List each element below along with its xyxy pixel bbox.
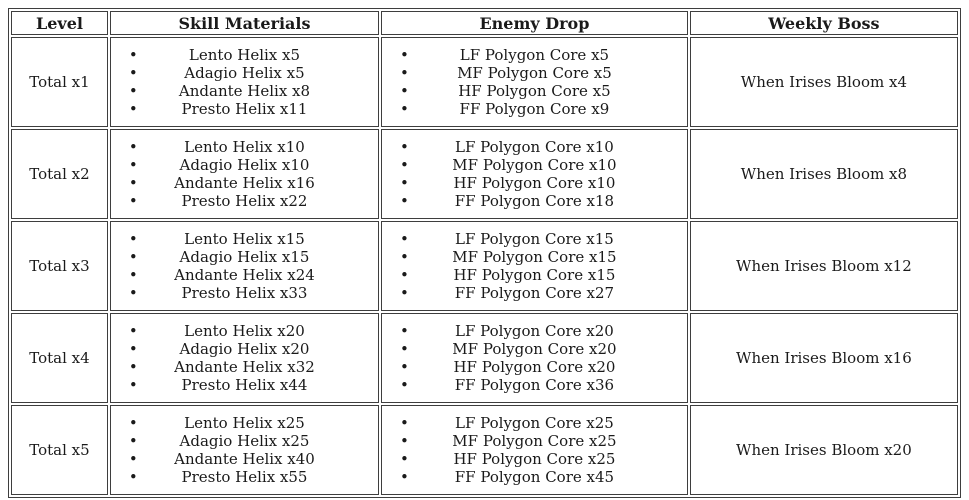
list-item: Adagio Helix x5 bbox=[113, 64, 376, 82]
table-row: Total x5 Lento Helix x25 Adagio Helix x2… bbox=[11, 405, 958, 495]
list-item: Andante Helix x40 bbox=[113, 450, 376, 468]
list-item: Presto Helix x33 bbox=[113, 284, 376, 302]
level-cell: Total x3 bbox=[11, 221, 108, 311]
enemy-drop-cell: LF Polygon Core x10 MF Polygon Core x10 … bbox=[381, 129, 688, 219]
table-row: Total x4 Lento Helix x20 Adagio Helix x2… bbox=[11, 313, 958, 403]
list-item: Adagio Helix x25 bbox=[113, 432, 376, 450]
column-header-level: Level bbox=[11, 11, 108, 35]
weekly-boss-cell: When Irises Bloom x12 bbox=[689, 221, 958, 311]
list-item: Andante Helix x24 bbox=[113, 266, 376, 284]
list-item: LF Polygon Core x15 bbox=[384, 230, 685, 248]
list-item: HF Polygon Core x10 bbox=[384, 174, 685, 192]
column-header-enemy-drop: Enemy Drop bbox=[381, 11, 688, 35]
skill-materials-cell: Lento Helix x25 Adagio Helix x25 Andante… bbox=[109, 405, 380, 495]
list-item: Presto Helix x22 bbox=[113, 192, 376, 210]
column-header-weekly-boss: Weekly Boss bbox=[689, 11, 958, 35]
list-item: FF Polygon Core x27 bbox=[384, 284, 685, 302]
list-item: Presto Helix x55 bbox=[113, 468, 376, 486]
materials-table: Level Skill Materials Enemy Drop Weekly … bbox=[8, 8, 961, 498]
list-item: Lento Helix x20 bbox=[113, 322, 376, 340]
level-cell: Total x1 bbox=[11, 37, 108, 127]
list-item: Presto Helix x11 bbox=[113, 100, 376, 118]
enemy-drop-list: LF Polygon Core x10 MF Polygon Core x10 … bbox=[384, 138, 685, 210]
list-item: Lento Helix x10 bbox=[113, 138, 376, 156]
list-item: LF Polygon Core x5 bbox=[384, 46, 685, 64]
skill-materials-list: Lento Helix x25 Adagio Helix x25 Andante… bbox=[113, 414, 376, 486]
list-item: Adagio Helix x20 bbox=[113, 340, 376, 358]
enemy-drop-list: LF Polygon Core x25 MF Polygon Core x25 … bbox=[384, 414, 685, 486]
skill-materials-cell: Lento Helix x10 Adagio Helix x10 Andante… bbox=[109, 129, 380, 219]
enemy-drop-list: LF Polygon Core x15 MF Polygon Core x15 … bbox=[384, 230, 685, 302]
header-row: Level Skill Materials Enemy Drop Weekly … bbox=[11, 11, 958, 35]
list-item: MF Polygon Core x25 bbox=[384, 432, 685, 450]
enemy-drop-cell: LF Polygon Core x5 MF Polygon Core x5 HF… bbox=[381, 37, 688, 127]
list-item: LF Polygon Core x10 bbox=[384, 138, 685, 156]
enemy-drop-cell: LF Polygon Core x20 MF Polygon Core x20 … bbox=[381, 313, 688, 403]
list-item: Andante Helix x16 bbox=[113, 174, 376, 192]
list-item: Andante Helix x8 bbox=[113, 82, 376, 100]
enemy-drop-cell: LF Polygon Core x25 MF Polygon Core x25 … bbox=[381, 405, 688, 495]
list-item: HF Polygon Core x15 bbox=[384, 266, 685, 284]
list-item: FF Polygon Core x36 bbox=[384, 376, 685, 394]
list-item: HF Polygon Core x20 bbox=[384, 358, 685, 376]
list-item: MF Polygon Core x15 bbox=[384, 248, 685, 266]
level-cell: Total x5 bbox=[11, 405, 108, 495]
list-item: Lento Helix x25 bbox=[113, 414, 376, 432]
skill-materials-cell: Lento Helix x15 Adagio Helix x15 Andante… bbox=[109, 221, 380, 311]
enemy-drop-list: LF Polygon Core x5 MF Polygon Core x5 HF… bbox=[384, 46, 685, 118]
weekly-boss-cell: When Irises Bloom x4 bbox=[689, 37, 958, 127]
skill-materials-list: Lento Helix x15 Adagio Helix x15 Andante… bbox=[113, 230, 376, 302]
skill-materials-cell: Lento Helix x20 Adagio Helix x20 Andante… bbox=[109, 313, 380, 403]
weekly-boss-cell: When Irises Bloom x16 bbox=[689, 313, 958, 403]
column-header-skill-materials: Skill Materials bbox=[109, 11, 380, 35]
list-item: Adagio Helix x10 bbox=[113, 156, 376, 174]
skill-materials-list: Lento Helix x5 Adagio Helix x5 Andante H… bbox=[113, 46, 376, 118]
weekly-boss-cell: When Irises Bloom x20 bbox=[689, 405, 958, 495]
list-item: LF Polygon Core x20 bbox=[384, 322, 685, 340]
weekly-boss-cell: When Irises Bloom x8 bbox=[689, 129, 958, 219]
list-item: FF Polygon Core x45 bbox=[384, 468, 685, 486]
table-row: Total x3 Lento Helix x15 Adagio Helix x1… bbox=[11, 221, 958, 311]
enemy-drop-cell: LF Polygon Core x15 MF Polygon Core x15 … bbox=[381, 221, 688, 311]
list-item: HF Polygon Core x25 bbox=[384, 450, 685, 468]
list-item: FF Polygon Core x9 bbox=[384, 100, 685, 118]
list-item: Lento Helix x5 bbox=[113, 46, 376, 64]
skill-materials-cell: Lento Helix x5 Adagio Helix x5 Andante H… bbox=[109, 37, 380, 127]
skill-materials-list: Lento Helix x10 Adagio Helix x10 Andante… bbox=[113, 138, 376, 210]
list-item: MF Polygon Core x10 bbox=[384, 156, 685, 174]
list-item: Andante Helix x32 bbox=[113, 358, 376, 376]
skill-materials-list: Lento Helix x20 Adagio Helix x20 Andante… bbox=[113, 322, 376, 394]
list-item: FF Polygon Core x18 bbox=[384, 192, 685, 210]
table-row: Total x2 Lento Helix x10 Adagio Helix x1… bbox=[11, 129, 958, 219]
list-item: Adagio Helix x15 bbox=[113, 248, 376, 266]
list-item: MF Polygon Core x20 bbox=[384, 340, 685, 358]
level-cell: Total x4 bbox=[11, 313, 108, 403]
list-item: Lento Helix x15 bbox=[113, 230, 376, 248]
enemy-drop-list: LF Polygon Core x20 MF Polygon Core x20 … bbox=[384, 322, 685, 394]
level-cell: Total x2 bbox=[11, 129, 108, 219]
table-row: Total x1 Lento Helix x5 Adagio Helix x5 … bbox=[11, 37, 958, 127]
list-item: LF Polygon Core x25 bbox=[384, 414, 685, 432]
list-item: MF Polygon Core x5 bbox=[384, 64, 685, 82]
list-item: HF Polygon Core x5 bbox=[384, 82, 685, 100]
list-item: Presto Helix x44 bbox=[113, 376, 376, 394]
